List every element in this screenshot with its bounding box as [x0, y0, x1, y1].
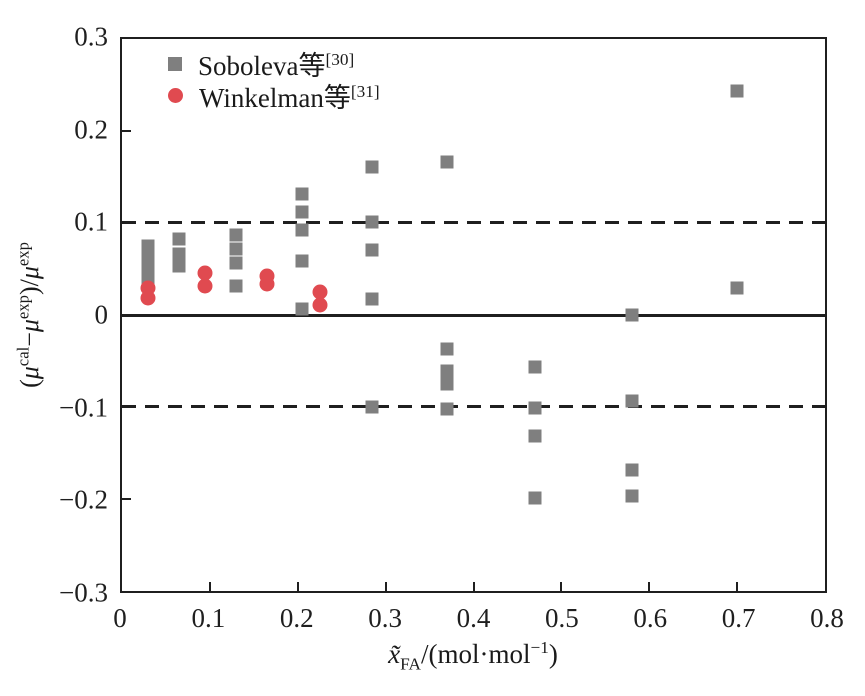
data-point-soboleva — [365, 160, 379, 174]
y-tick — [122, 498, 131, 500]
lower-dashed-line — [122, 405, 825, 409]
y-tick — [122, 314, 131, 316]
x-label-unit: /(mol·mol — [420, 639, 531, 669]
y-tick-label: −0.1 — [59, 392, 108, 423]
y-tick-label: 0.2 — [74, 114, 108, 145]
x-tick-label: 0.2 — [279, 603, 314, 633]
data-point-winkelman — [197, 278, 213, 294]
data-point-soboleva — [365, 292, 379, 306]
data-point-soboleva — [229, 256, 243, 270]
data-point-winkelman — [140, 290, 156, 306]
data-point-soboleva — [528, 360, 542, 374]
data-point-soboleva — [365, 215, 379, 229]
data-point-soboleva — [440, 402, 454, 416]
data-point-soboleva — [229, 242, 243, 256]
legend: Soboleva等[30] Winkelman等[31] — [168, 49, 380, 113]
data-point-soboleva — [229, 279, 243, 293]
x-label-subscript: FA — [400, 654, 421, 674]
y-label-sup-exp: exp — [13, 295, 33, 320]
data-point-soboleva — [172, 232, 186, 246]
data-point-soboleva — [365, 243, 379, 257]
legend-label-winkelman: Winkelman等[31] — [199, 82, 380, 113]
y-tick — [122, 222, 131, 224]
data-point-soboleva — [295, 223, 309, 237]
x-tick-label: 0.4 — [456, 603, 491, 633]
data-point-soboleva — [528, 429, 542, 443]
data-point-soboleva — [625, 489, 639, 503]
x-tick-label: 0.5 — [545, 603, 579, 633]
data-point-winkelman — [259, 276, 275, 292]
data-point-soboleva — [172, 259, 186, 273]
y-label-minus: − — [15, 332, 44, 347]
y-tick-label: −0.3 — [59, 577, 108, 608]
data-point-winkelman — [312, 297, 328, 313]
x-tick — [384, 582, 387, 591]
legend-item-soboleva: Soboleva等[30] — [168, 49, 380, 81]
y-label-sup-cal: cal — [13, 346, 33, 367]
data-point-soboleva — [295, 254, 309, 268]
data-point-soboleva — [141, 250, 155, 264]
x-tick — [472, 582, 475, 591]
x-label-exponent: −1 — [530, 638, 549, 657]
y-tick-label: 0 — [94, 299, 109, 330]
data-point-soboleva — [528, 491, 542, 505]
x-tick-label: 0 — [113, 603, 127, 633]
data-point-soboleva — [229, 228, 243, 242]
x-axis-label: x̃FA/(mol·mol−1) — [388, 638, 558, 674]
y-label-mu-cal: μ — [15, 366, 44, 380]
y-tick-label: 0.1 — [74, 206, 108, 237]
y-tick-label: 0.3 — [74, 21, 108, 52]
data-point-soboleva — [295, 187, 309, 201]
data-point-soboleva — [625, 308, 639, 322]
data-point-soboleva — [625, 463, 639, 477]
data-point-soboleva — [528, 401, 542, 415]
y-label-mu-exp: μ — [15, 319, 44, 333]
x-tick-label: 0.8 — [810, 603, 844, 633]
data-point-soboleva — [440, 364, 454, 378]
data-point-soboleva — [141, 261, 155, 275]
data-point-soboleva — [440, 155, 454, 169]
y-label-divide: )/ — [15, 279, 44, 296]
y-tick — [122, 406, 131, 408]
data-point-soboleva — [172, 247, 186, 261]
square-marker-icon — [168, 56, 182, 71]
data-point-soboleva — [295, 302, 309, 316]
x-tick — [648, 582, 651, 591]
x-tick-label: 0.3 — [368, 603, 402, 633]
x-label-close: ) — [548, 639, 558, 669]
y-label-sup-denom: exp — [13, 242, 33, 267]
data-point-soboleva — [440, 377, 454, 391]
y-label-paren: ( — [15, 379, 44, 388]
data-point-soboleva — [730, 84, 744, 98]
x-tick — [560, 582, 563, 591]
x-tick-label: 0.6 — [633, 603, 668, 633]
data-point-soboleva — [625, 394, 639, 408]
x-tick-label: 0.1 — [191, 603, 226, 633]
x-tick — [296, 582, 299, 591]
y-tick-label: −0.2 — [59, 484, 108, 515]
data-point-soboleva — [141, 239, 155, 253]
data-point-soboleva — [365, 400, 379, 414]
plot-area: Soboleva等[30] Winkelman等[31] — [120, 37, 827, 593]
data-point-soboleva — [440, 342, 454, 356]
data-point-soboleva — [295, 205, 309, 219]
y-label-mu-denom: μ — [15, 266, 44, 280]
data-point-soboleva — [730, 281, 744, 295]
data-point-winkelman — [197, 265, 213, 281]
y-axis-label: (μcal−μexp)/μexp — [13, 242, 45, 388]
zero-line — [122, 313, 825, 317]
x-tick — [208, 582, 211, 591]
y-tick — [122, 130, 131, 132]
legend-item-winkelman: Winkelman等[31] — [168, 81, 380, 113]
x-tick — [736, 582, 739, 591]
x-tick-label: 0.7 — [721, 603, 756, 633]
data-point-winkelman — [312, 284, 328, 300]
circle-marker-icon — [168, 88, 183, 103]
x-label-variable: x̃ — [388, 639, 401, 669]
legend-label-soboleva: Soboleva等[30] — [198, 50, 355, 81]
upper-dashed-line — [122, 221, 825, 225]
